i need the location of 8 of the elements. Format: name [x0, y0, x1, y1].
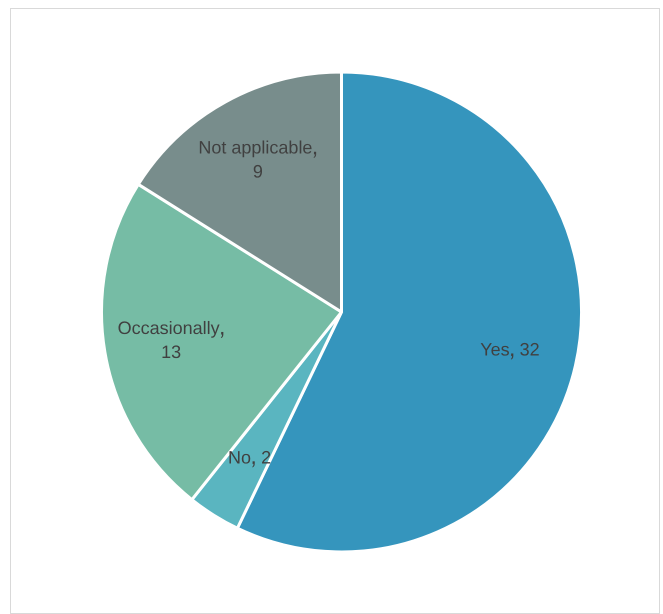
slice-label: Occasionally: [118, 318, 220, 338]
data-label: 9: [252, 162, 263, 182]
data-label: 2: [261, 447, 272, 468]
slice-label: No: [228, 447, 252, 468]
slice-label: Not applicable: [198, 138, 312, 158]
data-label: 13: [161, 342, 182, 362]
slice-label: Yes: [480, 339, 510, 360]
data-label: 32: [520, 339, 540, 360]
